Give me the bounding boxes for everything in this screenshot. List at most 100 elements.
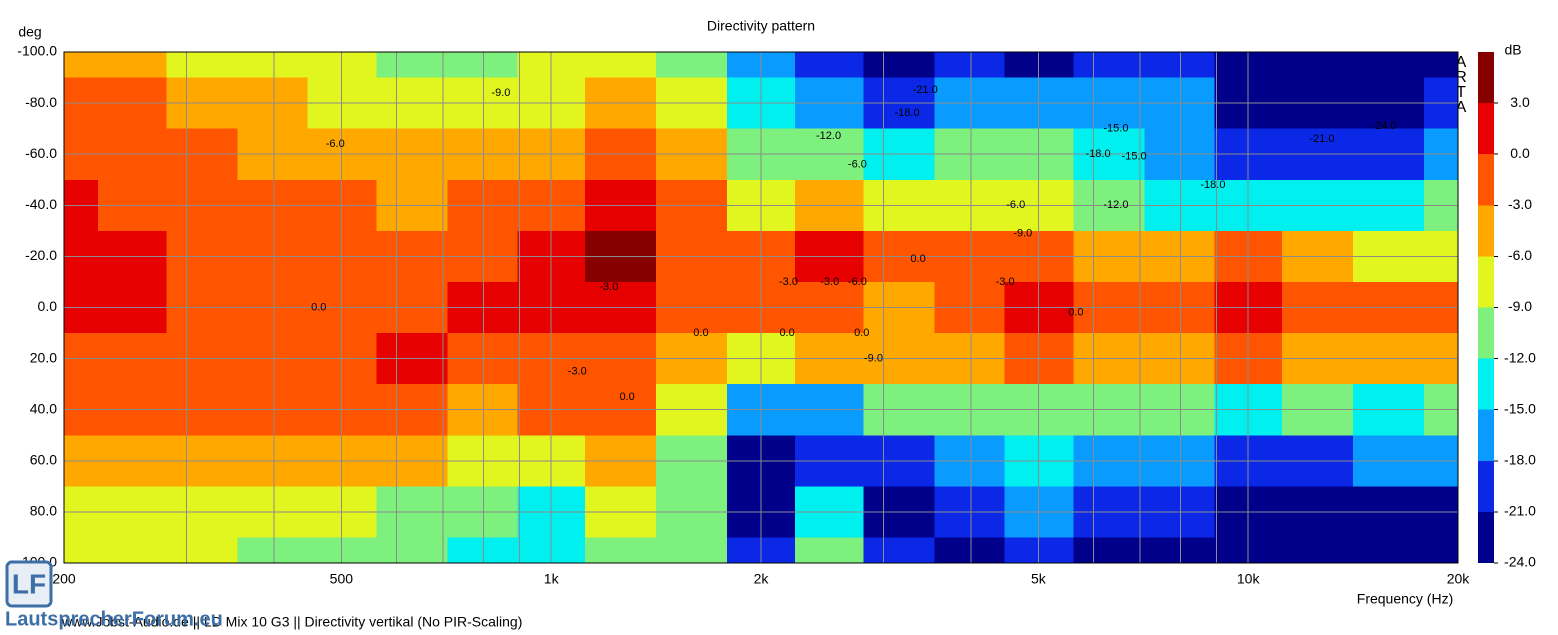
contour-label: -12.0 <box>816 130 841 142</box>
contour-label: -3.0 <box>996 276 1015 288</box>
contour-label: 0.0 <box>854 327 869 339</box>
colorbar-band <box>1478 154 1494 206</box>
cell <box>1073 537 1145 563</box>
contour-label: 0.0 <box>1068 307 1083 319</box>
contour-label: 0.0 <box>619 391 634 403</box>
y-tick-label: 80.0 <box>30 503 57 519</box>
cell <box>863 537 935 563</box>
contour-label: -21.0 <box>913 84 938 96</box>
colorbar-tick-label: -18.0 <box>1504 452 1536 468</box>
contour-label: -18.0 <box>894 107 919 119</box>
colorbar-tick-label: -24.0 <box>1504 554 1536 570</box>
colorbar-tick-label: -15.0 <box>1504 400 1536 416</box>
x-tick-label: 200 <box>52 571 76 587</box>
colorbar-band <box>1478 103 1494 155</box>
cell <box>1424 52 1458 78</box>
cell <box>1073 52 1145 78</box>
contour-label: -3.0 <box>820 276 839 288</box>
x-tick-label: 500 <box>330 571 354 587</box>
y-tick-label: -80.0 <box>25 94 57 110</box>
contour-label: -6.0 <box>848 276 867 288</box>
y-tick-label: -40.0 <box>25 196 57 212</box>
colorbar-tick-label: 0.0 <box>1510 145 1530 161</box>
contour-label: -6.0 <box>1006 199 1025 211</box>
cell <box>97 52 167 78</box>
cell <box>1144 537 1215 563</box>
y-tick-label: 60.0 <box>30 452 57 468</box>
contour-label: -18.0 <box>1200 179 1225 191</box>
x-tick-label: 2k <box>754 571 770 587</box>
cell <box>166 537 238 563</box>
contour-label: -9.0 <box>491 87 510 99</box>
colorbar-band <box>1478 52 1494 104</box>
chart-title: Directivity pattern <box>707 18 815 34</box>
cell <box>166 52 238 78</box>
colorbar-tick-label: -9.0 <box>1508 298 1532 314</box>
plot-frame <box>63 51 1459 564</box>
cell <box>1353 537 1425 563</box>
logo-mark: LF <box>12 568 46 599</box>
cell <box>1004 52 1074 78</box>
cell <box>863 52 935 78</box>
y-tick-label: -20.0 <box>25 247 57 263</box>
colorbar-band <box>1478 256 1494 308</box>
y-tick-label: 0.0 <box>38 298 58 314</box>
cell <box>934 537 1005 563</box>
cell <box>934 52 1005 78</box>
y-tick-label: -60.0 <box>25 145 57 161</box>
contour-label: 0.0 <box>779 327 794 339</box>
cell <box>447 52 518 78</box>
logo: LF LautsprecherForum.eu <box>5 560 223 630</box>
cell <box>237 537 308 563</box>
cell <box>376 52 448 78</box>
contour-label: -15.0 <box>1103 123 1128 135</box>
contour-label: -9.0 <box>1013 227 1032 239</box>
colorbar-band <box>1478 307 1494 359</box>
x-tick-label: 20k <box>1447 571 1471 587</box>
colorbar-label: dB <box>1504 42 1521 58</box>
cell <box>656 537 728 563</box>
contour-label: -21.0 <box>1309 133 1334 145</box>
colorbar-band <box>1478 460 1494 512</box>
colorbar-band <box>1478 511 1494 563</box>
cell <box>1281 52 1354 78</box>
logo-text: LautsprecherForum.eu <box>5 608 223 630</box>
cell <box>584 537 657 563</box>
colorbar-tick-label: -12.0 <box>1504 349 1536 365</box>
x-tick-label: 5k <box>1031 571 1047 587</box>
colorbar-band <box>1478 409 1494 461</box>
cell <box>1144 52 1215 78</box>
cell <box>1281 537 1354 563</box>
cell <box>1424 537 1458 563</box>
x-tick-label: 10k <box>1237 571 1261 587</box>
cell <box>794 537 864 563</box>
cell <box>64 52 98 78</box>
cell <box>794 52 864 78</box>
colorbar-band <box>1478 358 1494 410</box>
cell <box>1353 52 1425 78</box>
colorbar-tick-label: -21.0 <box>1504 503 1536 519</box>
contour-label: -24.0 <box>1371 120 1396 132</box>
colorbar-band <box>1478 205 1494 257</box>
contour-label: -12.0 <box>1103 199 1128 211</box>
contour-label: 0.0 <box>910 253 925 265</box>
cell <box>447 537 518 563</box>
cell <box>307 537 377 563</box>
contour-label: -9.0 <box>864 353 883 365</box>
footer: www.Jobst-Audio.de || LD Mix 10 G3 || Di… <box>61 614 522 630</box>
cell <box>584 52 657 78</box>
contour-label: -6.0 <box>326 138 345 150</box>
cell <box>64 537 98 563</box>
contour-label: -3.0 <box>779 276 798 288</box>
colorbar-tick-label: -3.0 <box>1508 196 1532 212</box>
y-tick-label: 40.0 <box>30 400 57 416</box>
y-axis-label: deg <box>18 24 41 40</box>
overlay: 200 500 1k 2k 5k 10k 20k -100.0 -80.0 -60.0 -40.0 -… <box>17 43 1536 587</box>
cell <box>97 537 167 563</box>
contour-label: -3.0 <box>599 281 618 293</box>
cell <box>656 52 728 78</box>
cell <box>307 52 377 78</box>
contour-label: -6.0 <box>848 158 867 170</box>
